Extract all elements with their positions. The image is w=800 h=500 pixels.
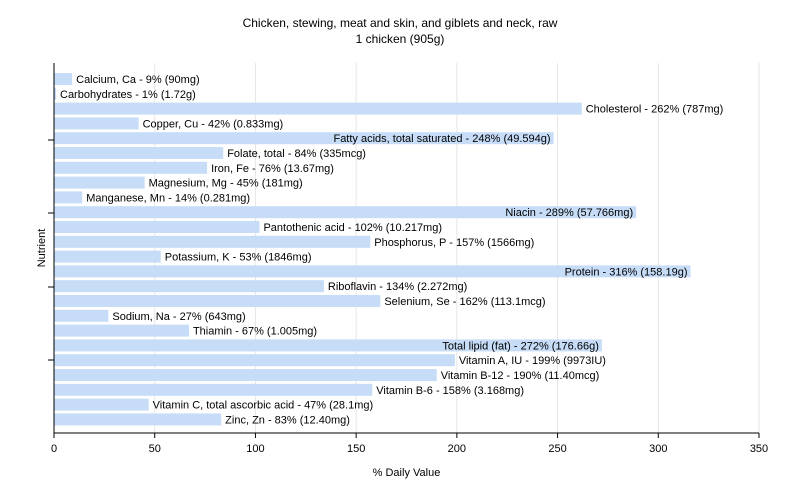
bar-value-label: Pantothenic acid - 102% (10.217mg) <box>263 222 442 234</box>
bar-value-label: Sodium, Na - 27% (643mg) <box>112 311 245 323</box>
bar <box>54 398 149 411</box>
x-axis-label: % Daily Value <box>373 467 441 479</box>
bar <box>54 132 554 145</box>
bar-value-label: Riboflavin - 134% (2.272mg) <box>328 281 467 293</box>
bar-value-label: Iron, Fe - 76% (13.67mg) <box>211 163 334 175</box>
x-tick-label: 50 <box>149 443 161 455</box>
bar-value-label: Selenium, Se - 162% (113.1mcg) <box>384 296 545 308</box>
bar <box>54 280 324 293</box>
bar-value-label: Vitamin B-12 - 190% (11.40mcg) <box>441 370 600 382</box>
bar-value-label: Folate, total - 84% (335mcg) <box>227 148 366 160</box>
bar <box>54 87 57 100</box>
bar-value-label: Carbohydrates - 1% (1.72g) <box>60 89 196 101</box>
bar-value-label: Zinc, Zn - 83% (12.40mg) <box>225 414 350 426</box>
bar <box>54 102 582 115</box>
chart-title: Chicken, stewing, meat and skin, and gib… <box>242 16 558 30</box>
bar-value-label: Thiamin - 67% (1.005mg) <box>193 326 317 338</box>
chart-subtitle: 1 chicken (905g) <box>355 32 445 46</box>
x-tick-label: 100 <box>246 443 264 455</box>
x-tick-label: 200 <box>448 443 466 455</box>
bar <box>54 176 145 189</box>
bar <box>54 191 83 204</box>
y-axis-label: Nutrient <box>36 229 48 268</box>
bar <box>54 369 437 381</box>
bar-value-label: Fatty acids, total saturated - 248% (49.… <box>333 133 550 145</box>
bar <box>54 295 381 307</box>
bar <box>54 339 602 352</box>
bar-value-label: Calcium, Ca - 9% (90mg) <box>76 74 199 86</box>
x-tick-label: 0 <box>51 443 57 455</box>
bar <box>54 309 109 322</box>
bar <box>54 383 373 396</box>
x-tick-label: 300 <box>649 443 667 455</box>
bar <box>54 206 637 219</box>
bar <box>54 265 691 278</box>
bar-value-label: Total lipid (fat) - 272% (176.66g) <box>442 340 599 352</box>
bar-value-label: Copper, Cu - 42% (0.833mg) <box>143 118 284 130</box>
bar-value-label: Vitamin C, total ascorbic acid - 47% (28… <box>153 400 374 412</box>
bar <box>54 117 139 130</box>
bar <box>54 147 224 159</box>
bar <box>54 324 189 337</box>
bar <box>54 235 371 248</box>
bar-value-label: Protein - 316% (158.19g) <box>565 266 688 278</box>
bar-value-label: Vitamin A, IU - 199% (9973IU) <box>459 355 606 367</box>
chart-title-block: Chicken, stewing, meat and skin, and gib… <box>0 15 800 47</box>
bar <box>54 221 260 233</box>
bar-value-label: Cholesterol - 262% (787mg) <box>586 104 724 116</box>
bar <box>54 354 455 367</box>
bar <box>54 161 208 174</box>
x-tick-label: 250 <box>548 443 566 455</box>
bar-value-label: Manganese, Mn - 14% (0.281mg) <box>86 192 250 204</box>
x-tick-label: 150 <box>347 443 365 455</box>
bar-value-label: Potassium, K - 53% (1846mg) <box>165 252 312 264</box>
bar-value-label: Phosphorus, P - 157% (1566mg) <box>374 237 534 249</box>
bar-value-label: Magnesium, Mg - 45% (181mg) <box>149 178 303 190</box>
x-tick-label: 350 <box>750 443 768 455</box>
bar-value-label: Vitamin B-6 - 158% (3.168mg) <box>376 385 524 397</box>
bar <box>54 413 222 426</box>
bar-value-label: Niacin - 289% (57.766mg) <box>505 207 633 219</box>
bar <box>54 73 73 85</box>
bar <box>54 250 161 263</box>
